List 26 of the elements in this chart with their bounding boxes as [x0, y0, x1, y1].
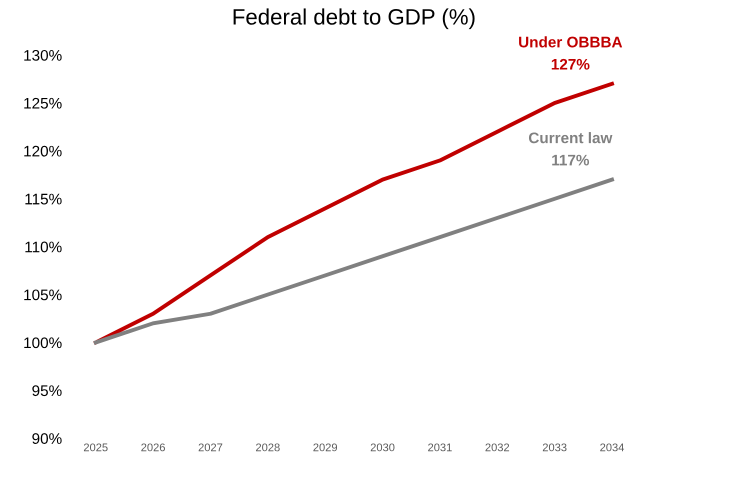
line-series [94, 82, 614, 344]
y-tick-label: 90% [32, 433, 62, 444]
x-tick-label: 2029 [313, 443, 338, 452]
data-label: 117% [552, 154, 590, 166]
x-tick-label: 2034 [600, 443, 624, 452]
data-label: 127% [552, 58, 590, 70]
x-tick-label: 2025 [84, 443, 108, 452]
chart-title: Federal debt to GDP (%) [234, 8, 475, 30]
y-tick-label: 130% [24, 50, 62, 61]
y-tick-label: 105% [24, 289, 62, 300]
y-tick-label: 125% [24, 98, 62, 109]
y-tick-label: 120% [24, 146, 62, 157]
line-series [94, 178, 614, 344]
y-tick-label: 100% [24, 337, 62, 348]
x-tick-label: 2030 [370, 443, 394, 452]
text: Current law [528, 132, 612, 144]
text: Under OBBBA [519, 36, 622, 48]
y-tick-label: 95% [32, 385, 62, 396]
x-tick-label: 2031 [428, 443, 452, 452]
x-tick-label: 2028 [256, 443, 280, 452]
x-tick-label: 2027 [198, 443, 222, 452]
y-tick-label: 115% [25, 194, 62, 204]
x-tick-label: 2033 [542, 443, 567, 452]
y-tick-label: 110% [25, 242, 62, 252]
x-tick-label: 2032 [485, 443, 510, 452]
x-tick-label: 2026 [141, 443, 165, 452]
